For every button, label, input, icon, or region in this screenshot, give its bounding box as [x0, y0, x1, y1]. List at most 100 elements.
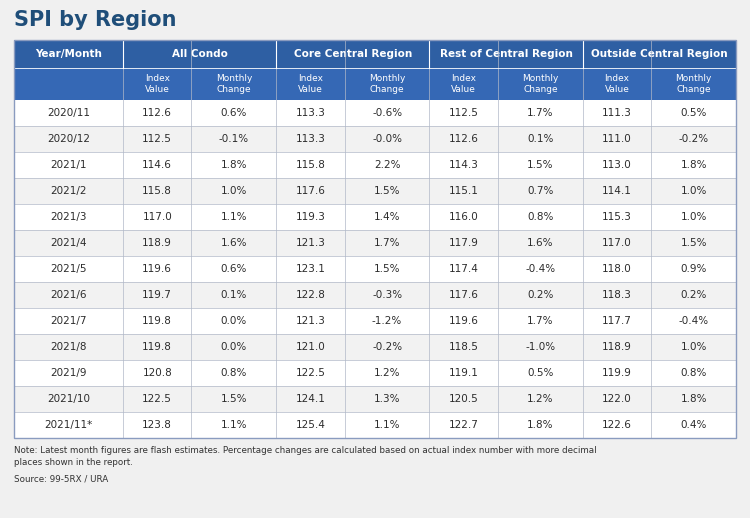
- Bar: [14, 68, 736, 100]
- Text: 1.0%: 1.0%: [680, 186, 706, 196]
- Text: 118.5: 118.5: [448, 342, 478, 352]
- Bar: [14, 100, 736, 126]
- Bar: [14, 40, 736, 100]
- Text: 1.5%: 1.5%: [374, 186, 400, 196]
- Text: 113.3: 113.3: [296, 108, 326, 118]
- Text: 1.0%: 1.0%: [220, 186, 247, 196]
- Text: 115.8: 115.8: [296, 160, 326, 170]
- Bar: [14, 204, 736, 230]
- Text: places shown in the report.: places shown in the report.: [14, 458, 133, 467]
- Text: 2021/9: 2021/9: [50, 368, 87, 378]
- Text: 119.7: 119.7: [142, 290, 172, 300]
- Text: 0.1%: 0.1%: [527, 134, 554, 144]
- Text: 2021/11*: 2021/11*: [44, 420, 92, 430]
- Text: 2021/10: 2021/10: [47, 394, 90, 404]
- Text: 1.2%: 1.2%: [374, 368, 400, 378]
- Text: 118.3: 118.3: [602, 290, 632, 300]
- Text: 115.8: 115.8: [142, 186, 172, 196]
- Text: 1.8%: 1.8%: [680, 394, 707, 404]
- Text: 0.2%: 0.2%: [527, 290, 554, 300]
- Text: 122.5: 122.5: [296, 368, 326, 378]
- Text: 121.3: 121.3: [296, 316, 326, 326]
- Text: 112.6: 112.6: [448, 134, 478, 144]
- Text: 1.8%: 1.8%: [680, 160, 707, 170]
- Text: 1.1%: 1.1%: [374, 420, 400, 430]
- Text: 0.6%: 0.6%: [220, 108, 247, 118]
- Bar: [14, 126, 736, 152]
- Text: 123.8: 123.8: [142, 420, 172, 430]
- Text: 114.3: 114.3: [448, 160, 478, 170]
- Text: SPI by Region: SPI by Region: [14, 10, 176, 30]
- Text: 113.0: 113.0: [602, 160, 632, 170]
- Text: -0.3%: -0.3%: [372, 290, 402, 300]
- Text: -1.2%: -1.2%: [372, 316, 402, 326]
- Text: All Condo: All Condo: [172, 49, 227, 59]
- Text: -0.0%: -0.0%: [372, 134, 402, 144]
- Text: 2021/8: 2021/8: [50, 342, 87, 352]
- Text: 122.0: 122.0: [602, 394, 632, 404]
- Text: 2020/12: 2020/12: [47, 134, 90, 144]
- Bar: [14, 152, 736, 178]
- Text: 1.2%: 1.2%: [527, 394, 554, 404]
- Bar: [14, 256, 736, 282]
- Text: 121.0: 121.0: [296, 342, 326, 352]
- Bar: [14, 178, 736, 204]
- Text: -1.0%: -1.0%: [525, 342, 556, 352]
- Text: 112.6: 112.6: [142, 108, 172, 118]
- Text: 117.9: 117.9: [448, 238, 478, 248]
- Text: 117.6: 117.6: [296, 186, 326, 196]
- Text: 1.3%: 1.3%: [374, 394, 400, 404]
- Text: 119.3: 119.3: [296, 212, 326, 222]
- Text: 0.4%: 0.4%: [680, 420, 706, 430]
- Text: 2020/11: 2020/11: [47, 108, 90, 118]
- Text: 117.6: 117.6: [448, 290, 478, 300]
- Text: Index
Value: Index Value: [452, 74, 476, 94]
- Text: 120.5: 120.5: [448, 394, 478, 404]
- Text: 2021/5: 2021/5: [50, 264, 87, 274]
- Text: Outside Central Region: Outside Central Region: [591, 49, 728, 59]
- Text: Index
Value: Index Value: [145, 74, 170, 94]
- Text: 1.5%: 1.5%: [527, 160, 554, 170]
- Text: 2.2%: 2.2%: [374, 160, 400, 170]
- Text: 0.7%: 0.7%: [527, 186, 554, 196]
- Text: Monthly
Change: Monthly Change: [369, 74, 405, 94]
- Text: 0.0%: 0.0%: [220, 342, 247, 352]
- Text: 119.1: 119.1: [448, 368, 478, 378]
- Text: 122.8: 122.8: [296, 290, 326, 300]
- Text: 117.7: 117.7: [602, 316, 632, 326]
- Text: 1.1%: 1.1%: [220, 420, 247, 430]
- Text: Monthly
Change: Monthly Change: [216, 74, 252, 94]
- Text: Index
Value: Index Value: [298, 74, 323, 94]
- Text: Monthly
Change: Monthly Change: [522, 74, 559, 94]
- Text: 114.6: 114.6: [142, 160, 172, 170]
- Text: 123.1: 123.1: [296, 264, 326, 274]
- Bar: [14, 308, 736, 334]
- Text: 112.5: 112.5: [142, 134, 172, 144]
- Text: 124.1: 124.1: [296, 394, 326, 404]
- Text: 115.3: 115.3: [602, 212, 632, 222]
- Text: Core Central Region: Core Central Region: [294, 49, 412, 59]
- Text: Index
Value: Index Value: [604, 74, 629, 94]
- Text: 125.4: 125.4: [296, 420, 326, 430]
- Bar: [14, 40, 736, 438]
- Text: 111.0: 111.0: [602, 134, 632, 144]
- Text: 1.0%: 1.0%: [680, 342, 706, 352]
- Text: 0.0%: 0.0%: [220, 316, 247, 326]
- Text: 1.5%: 1.5%: [374, 264, 400, 274]
- Text: 1.6%: 1.6%: [527, 238, 554, 248]
- Text: 119.8: 119.8: [142, 342, 172, 352]
- Text: 111.3: 111.3: [602, 108, 632, 118]
- Text: 118.9: 118.9: [142, 238, 172, 248]
- Bar: [14, 412, 736, 438]
- Text: 119.9: 119.9: [602, 368, 632, 378]
- Text: 116.0: 116.0: [448, 212, 478, 222]
- Text: 121.3: 121.3: [296, 238, 326, 248]
- Text: -0.4%: -0.4%: [525, 264, 556, 274]
- Text: 117.4: 117.4: [448, 264, 478, 274]
- Text: 117.0: 117.0: [602, 238, 632, 248]
- Text: 2021/1: 2021/1: [50, 160, 87, 170]
- Text: 0.5%: 0.5%: [527, 368, 554, 378]
- Text: 1.5%: 1.5%: [220, 394, 247, 404]
- Text: 119.6: 119.6: [142, 264, 172, 274]
- Text: 114.1: 114.1: [602, 186, 632, 196]
